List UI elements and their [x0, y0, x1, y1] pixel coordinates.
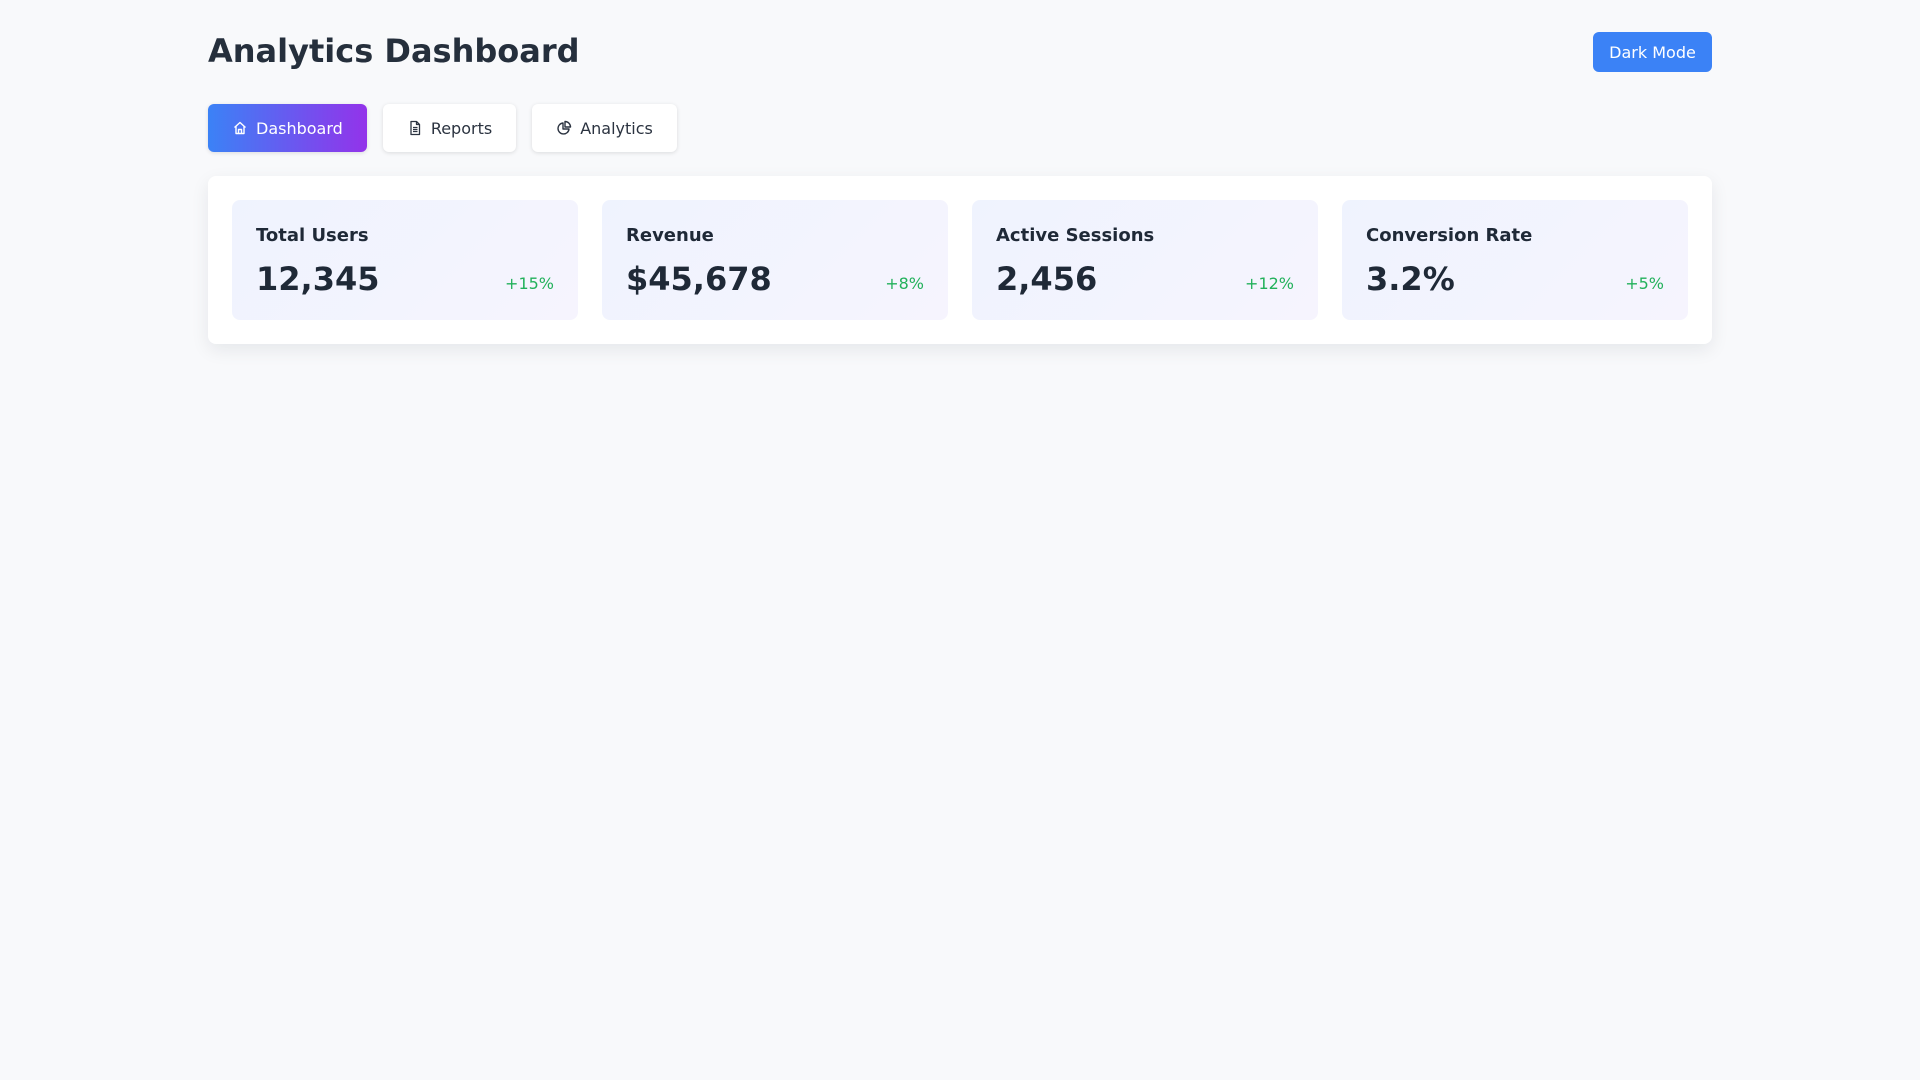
tab-label: Dashboard: [256, 118, 343, 138]
stat-label: Revenue: [626, 225, 714, 246]
document-icon: [407, 120, 423, 136]
stat-change: +5%: [1625, 274, 1664, 293]
stat-label: Conversion Rate: [1366, 225, 1533, 246]
stat-card-conversion-rate: Conversion Rate 3.2% +5%: [1342, 200, 1688, 320]
tab-label: Analytics: [580, 118, 653, 138]
stat-change: +8%: [885, 274, 924, 293]
tab-label: Reports: [430, 118, 493, 138]
stats-panel: Total Users 12,345 +15% Revenue $45,678 …: [208, 176, 1712, 344]
stat-value: 3.2%: [1366, 260, 1455, 298]
stat-label: Total Users: [256, 225, 369, 246]
tab-dashboard[interactable]: Dashboard: [208, 104, 367, 152]
stat-change: +12%: [1245, 274, 1294, 293]
dashboard-page: Analytics Dashboard Dark Mode Dashboard: [208, 0, 1712, 344]
dark-mode-button[interactable]: Dark Mode: [1593, 32, 1712, 72]
stat-change: +15%: [505, 274, 554, 293]
stat-card-revenue: Revenue $45,678 +8%: [602, 200, 948, 320]
tab-reports[interactable]: Reports: [382, 104, 517, 152]
stat-value: $45,678: [626, 260, 772, 298]
stat-label: Active Sessions: [996, 225, 1155, 246]
stat-card-total-users: Total Users 12,345 +15%: [232, 200, 578, 320]
tab-analytics[interactable]: Analytics: [532, 104, 677, 152]
page-title: Analytics Dashboard: [208, 32, 580, 70]
stat-value: 2,456: [996, 260, 1098, 298]
header: Analytics Dashboard Dark Mode: [208, 0, 1712, 104]
tab-bar: Dashboard Reports Analytics: [208, 104, 677, 152]
stat-value: 12,345: [256, 260, 380, 298]
stat-card-active-sessions: Active Sessions 2,456 +12%: [972, 200, 1318, 320]
home-icon: [232, 120, 248, 136]
pie-chart-icon: [556, 120, 572, 136]
